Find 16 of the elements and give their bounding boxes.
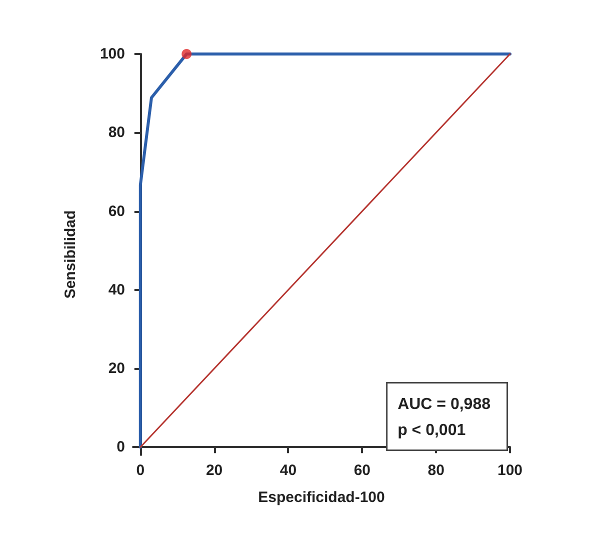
y-tick-label: 60 [108, 202, 125, 220]
x-axis-title: Especificidad-100 [258, 489, 385, 506]
annotation: AUC = 0,988 [398, 396, 491, 413]
x-tick-label: 40 [280, 462, 297, 479]
y-tick-label: 0 [116, 438, 125, 456]
x-tick-label: 0 [136, 462, 145, 479]
x-tick-label: 60 [354, 462, 370, 479]
x-tick-label: 80 [428, 462, 444, 479]
y-tick-label: 40 [108, 281, 125, 298]
y-tick-label: 80 [108, 124, 125, 142]
y-tick-label: 20 [108, 360, 125, 378]
y-axis-title: Sensibilidad [62, 210, 79, 299]
y-tick-label: 100 [100, 46, 125, 62]
x-tick-label: 20 [206, 462, 223, 479]
annotation: p < 0,001 [398, 422, 466, 439]
x-tick-label: 100 [497, 462, 523, 479]
